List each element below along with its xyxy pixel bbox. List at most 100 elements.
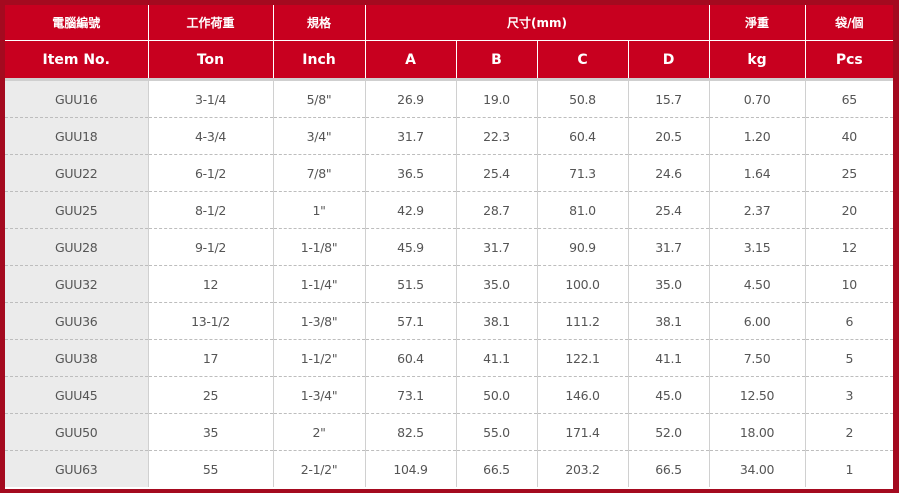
cell-ton: 8-1/2 bbox=[147, 191, 273, 229]
cell-kg: 2.37 bbox=[708, 191, 806, 229]
cell-a: 60.4 bbox=[364, 339, 456, 377]
cell-ton: 55 bbox=[147, 450, 273, 487]
header-inch: Inch bbox=[272, 40, 366, 81]
cell-c: 90.9 bbox=[536, 228, 628, 266]
cell-kg: 1.64 bbox=[708, 154, 806, 192]
table-row: GUU32 12 1-1/4" 51.5 35.0 100.0 35.0 4.50 10 bbox=[5, 265, 894, 303]
header-pcs: Pcs bbox=[804, 40, 894, 81]
cell-a: 51.5 bbox=[364, 265, 456, 303]
header-weight-zh: 淨重 bbox=[708, 5, 806, 41]
cell-b: 31.7 bbox=[455, 228, 537, 266]
cell-b: 38.1 bbox=[455, 302, 537, 340]
cell-item-no: GUU16 bbox=[5, 79, 148, 118]
cell-a: 73.1 bbox=[364, 376, 456, 414]
table-row: GUU45 25 1-3/4" 73.1 50.0 146.0 45.0 12.50 3 bbox=[5, 376, 894, 414]
cell-d: 31.7 bbox=[627, 228, 710, 266]
header-c: C bbox=[536, 40, 629, 81]
cell-b: 41.1 bbox=[455, 339, 537, 377]
cell-inch: 2" bbox=[272, 413, 365, 451]
cell-c: 100.0 bbox=[536, 265, 628, 303]
cell-ton: 13-1/2 bbox=[147, 302, 273, 340]
header-pcs-zh: 袋/個 bbox=[804, 5, 894, 41]
cell-c: 171.4 bbox=[536, 413, 628, 451]
cell-inch: 1-1/2" bbox=[272, 339, 365, 377]
cell-d: 15.7 bbox=[627, 79, 710, 118]
header-b: B bbox=[455, 40, 538, 81]
header-item-zh: 電腦編號 bbox=[5, 5, 149, 41]
cell-item-no: GUU22 bbox=[5, 154, 148, 192]
cell-b: 19.0 bbox=[455, 79, 537, 118]
cell-ton: 25 bbox=[147, 376, 273, 414]
cell-d: 24.6 bbox=[627, 154, 710, 192]
cell-inch: 1-1/4" bbox=[272, 265, 365, 303]
table-row: GUU36 13-1/2 1-3/8" 57.1 38.1 111.2 38.1 6.00 6 bbox=[5, 302, 894, 340]
cell-pcs: 3 bbox=[804, 376, 894, 414]
cell-d: 25.4 bbox=[627, 191, 710, 229]
cell-item-no: GUU25 bbox=[5, 191, 148, 229]
cell-item-no: GUU36 bbox=[5, 302, 148, 340]
cell-ton: 4-3/4 bbox=[147, 117, 273, 155]
cell-b: 25.4 bbox=[455, 154, 537, 192]
header-kg: kg bbox=[708, 40, 806, 81]
spec-table-container: 電腦編號 工作荷重 規格 尺寸(mm) 淨重 袋/個 Item No. Ton In… bbox=[5, 5, 894, 489]
cell-pcs: 10 bbox=[804, 265, 894, 303]
cell-pcs: 2 bbox=[804, 413, 894, 451]
cell-d: 45.0 bbox=[627, 376, 710, 414]
cell-c: 60.4 bbox=[536, 117, 628, 155]
cell-c: 146.0 bbox=[536, 376, 628, 414]
cell-inch: 5/8" bbox=[272, 79, 365, 118]
cell-pcs: 5 bbox=[804, 339, 894, 377]
cell-pcs: 65 bbox=[804, 79, 894, 118]
table-row: GUU28 9-1/2 1-1/8" 45.9 31.7 90.9 31.7 3.15 12 bbox=[5, 228, 894, 266]
table-row: GUU38 17 1-1/2" 60.4 41.1 122.1 41.1 7.50 5 bbox=[5, 339, 894, 377]
cell-c: 50.8 bbox=[536, 79, 628, 118]
table-row: GUU22 6-1/2 7/8" 36.5 25.4 71.3 24.6 1.64 25 bbox=[5, 154, 894, 192]
header-ton: Ton bbox=[147, 40, 274, 81]
cell-a: 104.9 bbox=[364, 450, 456, 487]
cell-item-no: GUU63 bbox=[5, 450, 148, 487]
cell-kg: 0.70 bbox=[708, 79, 806, 118]
cell-item-no: GUU38 bbox=[5, 339, 148, 377]
cell-a: 82.5 bbox=[364, 413, 456, 451]
cell-ton: 9-1/2 bbox=[147, 228, 273, 266]
table-row: GUU25 8-1/2 1" 42.9 28.7 81.0 25.4 2.37 20 bbox=[5, 191, 894, 229]
table-row: GUU63 55 2-1/2" 104.9 66.5 203.2 66.5 34.00 1 bbox=[5, 450, 894, 487]
cell-inch: 7/8" bbox=[272, 154, 365, 192]
cell-kg: 3.15 bbox=[708, 228, 806, 266]
cell-a: 31.7 bbox=[364, 117, 456, 155]
cell-pcs: 20 bbox=[804, 191, 894, 229]
cell-d: 35.0 bbox=[627, 265, 710, 303]
cell-kg: 6.00 bbox=[708, 302, 806, 340]
table-row: GUU18 4-3/4 3/4" 31.7 22.3 60.4 20.5 1.20 40 bbox=[5, 117, 894, 155]
cell-kg: 4.50 bbox=[708, 265, 806, 303]
cell-a: 57.1 bbox=[364, 302, 456, 340]
spec-table: 電腦編號 工作荷重 規格 尺寸(mm) 淨重 袋/個 Item No. Ton In… bbox=[5, 5, 894, 487]
cell-inch: 2-1/2" bbox=[272, 450, 365, 487]
cell-b: 28.7 bbox=[455, 191, 537, 229]
cell-c: 71.3 bbox=[536, 154, 628, 192]
cell-kg: 34.00 bbox=[708, 450, 806, 487]
header-size-zh: 尺寸(mm) bbox=[364, 5, 710, 41]
cell-item-no: GUU45 bbox=[5, 376, 148, 414]
cell-ton: 12 bbox=[147, 265, 273, 303]
cell-ton: 6-1/2 bbox=[147, 154, 273, 192]
cell-inch: 1" bbox=[272, 191, 365, 229]
cell-b: 35.0 bbox=[455, 265, 537, 303]
cell-item-no: GUU18 bbox=[5, 117, 148, 155]
cell-inch: 3/4" bbox=[272, 117, 365, 155]
cell-d: 20.5 bbox=[627, 117, 710, 155]
cell-b: 55.0 bbox=[455, 413, 537, 451]
cell-a: 36.5 bbox=[364, 154, 456, 192]
cell-item-no: GUU32 bbox=[5, 265, 148, 303]
cell-pcs: 25 bbox=[804, 154, 894, 192]
cell-pcs: 40 bbox=[804, 117, 894, 155]
header-item-no: Item No. bbox=[5, 40, 149, 81]
header-ton-zh: 工作荷重 bbox=[147, 5, 274, 41]
cell-d: 38.1 bbox=[627, 302, 710, 340]
cell-kg: 1.20 bbox=[708, 117, 806, 155]
cell-inch: 1-1/8" bbox=[272, 228, 365, 266]
cell-kg: 7.50 bbox=[708, 339, 806, 377]
cell-d: 66.5 bbox=[627, 450, 710, 487]
cell-pcs: 12 bbox=[804, 228, 894, 266]
cell-ton: 35 bbox=[147, 413, 273, 451]
